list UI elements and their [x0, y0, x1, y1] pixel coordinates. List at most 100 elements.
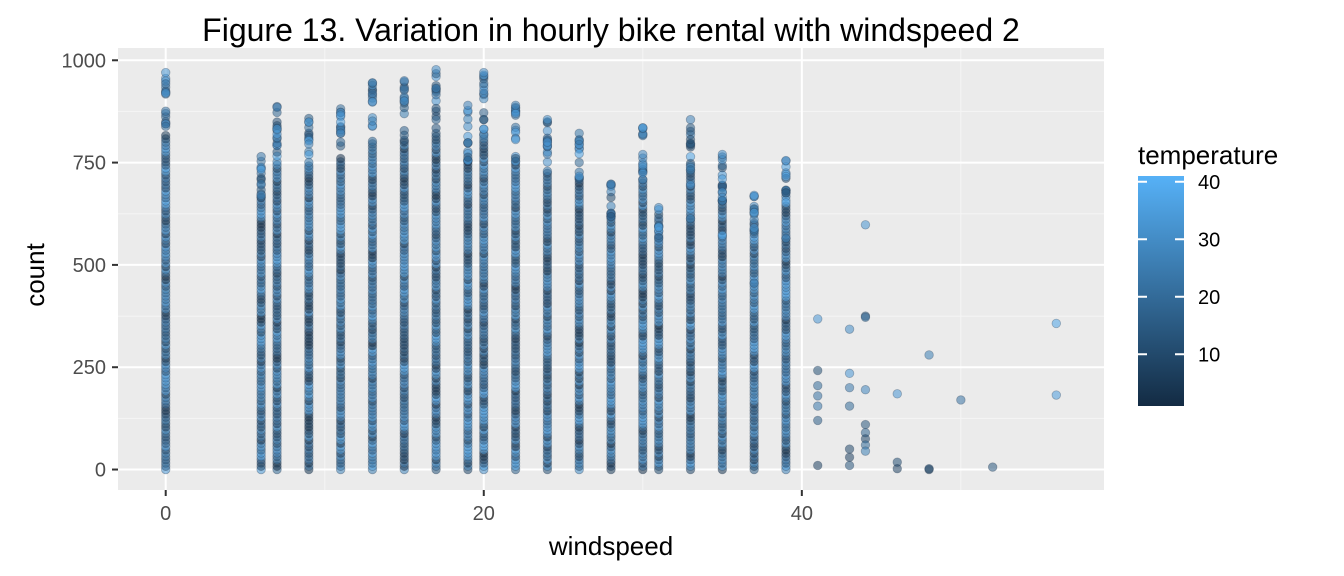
data-point	[860, 220, 871, 230]
data-point	[335, 137, 346, 147]
x-tick-label: 0	[160, 503, 171, 525]
data-point	[892, 389, 902, 399]
data-point	[161, 106, 171, 116]
data-point	[510, 134, 521, 145]
data-point	[335, 128, 346, 138]
data-point	[749, 207, 759, 218]
data-point	[685, 114, 696, 125]
data-point	[574, 157, 584, 168]
data-point	[860, 312, 871, 322]
data-point	[256, 164, 266, 175]
data-point	[510, 153, 521, 164]
x-axis: 0 20 40	[160, 490, 813, 525]
data-point	[813, 401, 823, 411]
data-point	[161, 121, 171, 132]
data-point	[654, 202, 664, 213]
data-point	[606, 179, 616, 189]
legend-tick-label: 10	[1198, 344, 1220, 366]
data-point	[813, 415, 823, 426]
data-point	[717, 174, 728, 184]
data-point	[479, 78, 489, 89]
data-point	[749, 223, 759, 233]
data-point	[272, 147, 282, 157]
data-point	[304, 157, 314, 168]
data-point	[781, 233, 791, 244]
data-point	[367, 96, 378, 107]
data-point	[431, 114, 441, 125]
data-point	[272, 124, 282, 134]
data-point	[304, 117, 314, 127]
data-point	[685, 180, 696, 190]
data-point	[717, 163, 728, 173]
data-point	[638, 149, 648, 160]
data-point	[685, 134, 696, 145]
data-point	[479, 67, 489, 78]
data-point	[781, 198, 791, 208]
data-point	[813, 460, 823, 471]
x-axis-title: windspeed	[548, 531, 673, 561]
data-point	[813, 365, 823, 376]
data-point	[542, 157, 553, 167]
data-point	[542, 149, 553, 159]
legend-tick-label: 30	[1198, 229, 1220, 251]
data-point	[860, 419, 871, 430]
y-axis: 0 250 500 750 1000	[62, 50, 118, 482]
data-point	[844, 324, 855, 334]
data-point	[463, 100, 473, 110]
legend: temperature 10 20 30 40	[1138, 140, 1278, 406]
data-point	[367, 116, 378, 126]
data-point	[479, 115, 489, 125]
data-point	[844, 452, 855, 462]
data-point	[924, 464, 934, 474]
data-point	[367, 78, 378, 88]
y-axis-title: count	[20, 242, 50, 306]
data-point	[685, 165, 696, 175]
y-tick-label: 1000	[62, 50, 107, 72]
data-point	[813, 314, 823, 324]
data-point	[431, 123, 441, 133]
data-point	[685, 213, 696, 224]
legend-tick-label: 20	[1198, 287, 1220, 309]
data-point	[431, 103, 441, 114]
data-point	[956, 395, 966, 405]
data-point	[463, 138, 473, 148]
data-point	[654, 232, 664, 243]
data-point	[987, 462, 998, 472]
data-point	[304, 139, 314, 149]
x-tick-label: 20	[473, 503, 495, 525]
data-point	[638, 168, 648, 178]
data-point	[844, 460, 855, 471]
data-point	[638, 123, 648, 133]
data-point	[1051, 318, 1061, 329]
data-point	[431, 83, 441, 93]
data-point	[685, 123, 696, 133]
data-point	[272, 102, 282, 113]
data-point	[717, 230, 728, 241]
data-point	[161, 88, 171, 98]
data-point	[654, 222, 664, 232]
data-point	[304, 149, 314, 160]
data-point	[542, 114, 553, 125]
data-point	[542, 166, 553, 176]
data-point	[844, 401, 855, 411]
data-point	[606, 192, 616, 203]
data-point	[606, 211, 616, 222]
data-point	[161, 130, 171, 141]
data-point	[510, 108, 521, 119]
data-point	[431, 64, 441, 75]
data-point	[717, 149, 728, 160]
legend-title: temperature	[1138, 140, 1278, 170]
y-tick-label: 250	[73, 357, 106, 379]
data-point	[1051, 390, 1061, 400]
data-point	[844, 444, 855, 454]
data-point	[256, 151, 266, 162]
data-point	[367, 136, 378, 147]
legend-ticks: 10 20 30 40	[1138, 172, 1220, 366]
data-point	[892, 464, 902, 474]
data-point	[813, 380, 823, 391]
data-point	[924, 350, 934, 360]
data-point	[367, 88, 378, 99]
data-point	[860, 446, 871, 456]
chart-title: Figure 13. Variation in hourly bike rent…	[202, 12, 1020, 48]
